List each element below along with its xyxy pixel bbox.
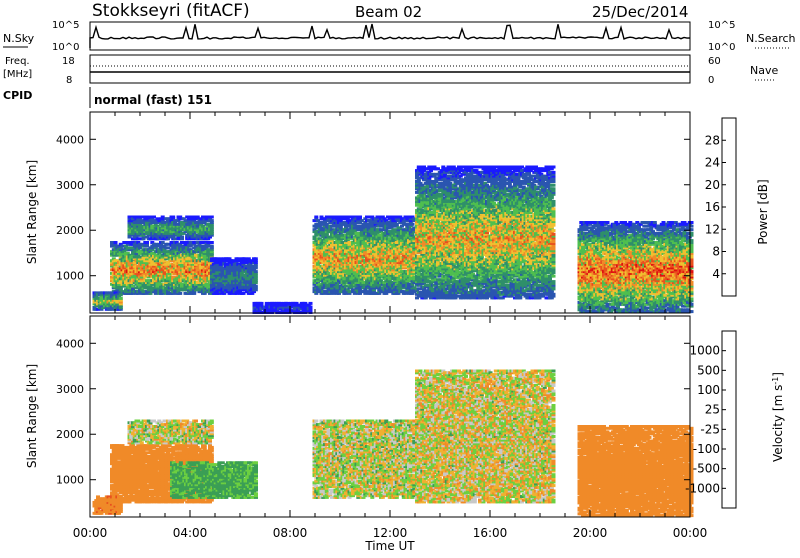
nsearch-tick-high: 10^5	[708, 20, 735, 31]
data-cell	[192, 241, 196, 244]
data-cell	[114, 241, 118, 244]
nave-tick-low: 0	[708, 75, 714, 86]
cpid-label: CPID	[3, 89, 32, 102]
cpid-panel: CPID normal (fast) 151	[3, 87, 212, 108]
data-cell	[115, 245, 119, 248]
radar-summary-plot: Stokkseyri (fitACF) Beam 02 25/Dec/2014 …	[0, 0, 800, 554]
data-cell	[122, 241, 126, 244]
data-cell	[210, 245, 214, 248]
beam-label: Beam 02	[355, 3, 422, 21]
data-cell	[136, 237, 140, 240]
data-cell	[154, 243, 158, 246]
nave-tick-high: 60	[708, 56, 721, 67]
freq-tick-high: 18	[62, 56, 75, 67]
data-cell	[166, 243, 170, 246]
data-cell	[110, 241, 114, 244]
cpid-value: normal (fast) 151	[94, 93, 212, 107]
nsearch-label: N.Search	[746, 32, 796, 45]
nsky-panel: N.Sky 10^5 10^0 10^5 10^0 N.Search	[3, 20, 796, 53]
data-cell	[145, 241, 149, 244]
freq-tick-low: 8	[66, 75, 72, 86]
power-data-cells	[93, 166, 694, 315]
nsky-tick-low: 10^0	[52, 42, 79, 53]
data-cell	[161, 241, 165, 244]
freq-label: Freq.	[5, 56, 30, 67]
data-cell	[206, 241, 210, 244]
data-cell	[178, 292, 182, 295]
freq-frame	[90, 55, 690, 83]
plot-canvas: Stokkseyri (fitACF) Beam 02 25/Dec/2014 …	[0, 0, 800, 554]
date-label: 25/Dec/2014	[592, 3, 688, 21]
nsky-tick-high: 10^5	[52, 20, 79, 31]
plot-title: Stokkseyri (fitACF)	[92, 1, 250, 21]
freq-panel: Freq. [MHz] 18 8 60 0 Nave	[3, 55, 778, 86]
data-cell	[166, 246, 170, 249]
data-cell	[131, 285, 135, 288]
nsky-frame	[90, 22, 690, 50]
data-cell	[210, 241, 214, 244]
data-cell	[199, 241, 203, 244]
nsearch-tick-low: 10^0	[708, 42, 735, 53]
nsky-label: N.Sky	[3, 32, 35, 45]
freq-unit-label: [MHz]	[3, 69, 32, 80]
nave-label: Nave	[750, 64, 778, 77]
nsky-trace	[90, 24, 690, 48]
